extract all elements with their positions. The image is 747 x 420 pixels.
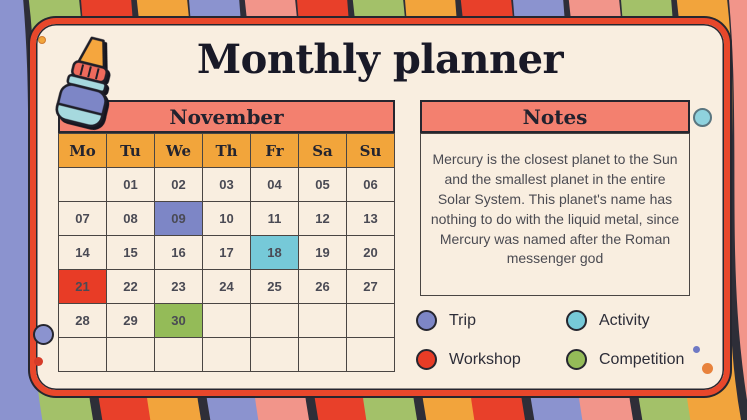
calendar-day-28: 28 — [59, 304, 106, 337]
deco-dot-red-left — [34, 357, 43, 366]
calendar-day-19: 19 — [299, 236, 346, 269]
day-header: Tu — [107, 134, 154, 167]
competition-dot-icon — [566, 349, 587, 370]
calendar-day-21: 21 — [59, 270, 106, 303]
calendar-day-30: 30 — [155, 304, 202, 337]
deco-dot-purple-left — [33, 324, 54, 345]
deco-dot-blue-right — [693, 108, 712, 127]
deco-dot-purple-bottomright — [693, 346, 700, 353]
calendar-day-09: 09 — [155, 202, 202, 235]
legend-item-workshop: Workshop — [416, 349, 566, 370]
calendar-day-12: 12 — [299, 202, 346, 235]
legend-label: Competition — [599, 350, 685, 368]
calendar-day-empty — [251, 304, 298, 337]
calendar-day-26: 26 — [299, 270, 346, 303]
calendar-day-23: 23 — [155, 270, 202, 303]
calendar-day-20: 20 — [347, 236, 394, 269]
calendar-day-04: 04 — [251, 168, 298, 201]
calendar-day-empty — [251, 338, 298, 371]
calendar-day-empty — [203, 304, 250, 337]
day-header: Sa — [299, 134, 346, 167]
day-header: Mo — [59, 134, 106, 167]
calendar-day-17: 17 — [203, 236, 250, 269]
calendar-day-14: 14 — [59, 236, 106, 269]
calendar-day-08: 08 — [107, 202, 154, 235]
day-header: We — [155, 134, 202, 167]
calendar-day-11: 11 — [251, 202, 298, 235]
legend: Trip Activity Workshop Competition — [416, 310, 716, 370]
day-header: Th — [203, 134, 250, 167]
legend-item-competition: Competition — [566, 349, 716, 370]
calendar-day-empty — [299, 338, 346, 371]
legend-item-activity: Activity — [566, 310, 716, 331]
legend-label: Activity — [599, 311, 650, 329]
notes-header: Notes — [420, 100, 690, 133]
legend-label: Trip — [449, 311, 476, 329]
calendar-day-25: 25 — [251, 270, 298, 303]
bottle-base — [55, 102, 104, 128]
calendar-panel: November Mo Tu We Th Fr Sa Su 01 02 03 04 05 06 07 08 0… — [58, 100, 395, 372]
calendar-day-empty — [347, 304, 394, 337]
day-header: Fr — [251, 134, 298, 167]
calendar-day-02: 02 — [155, 168, 202, 201]
deco-dot-orange-bottomright — [702, 363, 713, 374]
legend-item-trip: Trip — [416, 310, 566, 331]
calendar-day-empty — [299, 304, 346, 337]
workshop-dot-icon — [416, 349, 437, 370]
calendar-day-16: 16 — [155, 236, 202, 269]
calendar-day-03: 03 — [203, 168, 250, 201]
calendar-day-24: 24 — [203, 270, 250, 303]
calendar-day-10: 10 — [203, 202, 250, 235]
calendar-day-01: 01 — [107, 168, 154, 201]
calendar-day-18: 18 — [251, 236, 298, 269]
day-header: Su — [347, 134, 394, 167]
planner-card: Monthly planner November Mo Tu We Th Fr Sa Su 0… — [30, 18, 730, 396]
calendar-day-empty — [203, 338, 250, 371]
activity-dot-icon — [566, 310, 587, 331]
calendar-day-07: 07 — [59, 202, 106, 235]
calendar-day-22: 22 — [107, 270, 154, 303]
calendar-month-header: November — [58, 100, 395, 133]
ink-bottle-illustration — [55, 36, 109, 128]
calendar-day-29: 29 — [107, 304, 154, 337]
calendar-day-13: 13 — [347, 202, 394, 235]
calendar-day-27: 27 — [347, 270, 394, 303]
calendar-day-empty — [59, 168, 106, 201]
calendar-day-15: 15 — [107, 236, 154, 269]
trip-dot-icon — [416, 310, 437, 331]
calendar-day-06: 06 — [347, 168, 394, 201]
calendar-day-05: 05 — [299, 168, 346, 201]
page-title: Monthly planner — [196, 36, 564, 83]
calendar-day-empty — [347, 338, 394, 371]
calendar-day-empty — [59, 338, 106, 371]
legend-label: Workshop — [449, 350, 521, 368]
deco-dot-orange-topleft — [38, 36, 46, 44]
calendar-day-empty — [155, 338, 202, 371]
notes-panel: Notes Mercury is the closest planet to t… — [420, 100, 690, 296]
notes-body: Mercury is the closest planet to the Sun… — [420, 133, 690, 296]
calendar-day-empty — [107, 338, 154, 371]
calendar-grid: Mo Tu We Th Fr Sa Su 01 02 03 04 05 06 07 08 09 10 11 12 13… — [58, 133, 395, 372]
